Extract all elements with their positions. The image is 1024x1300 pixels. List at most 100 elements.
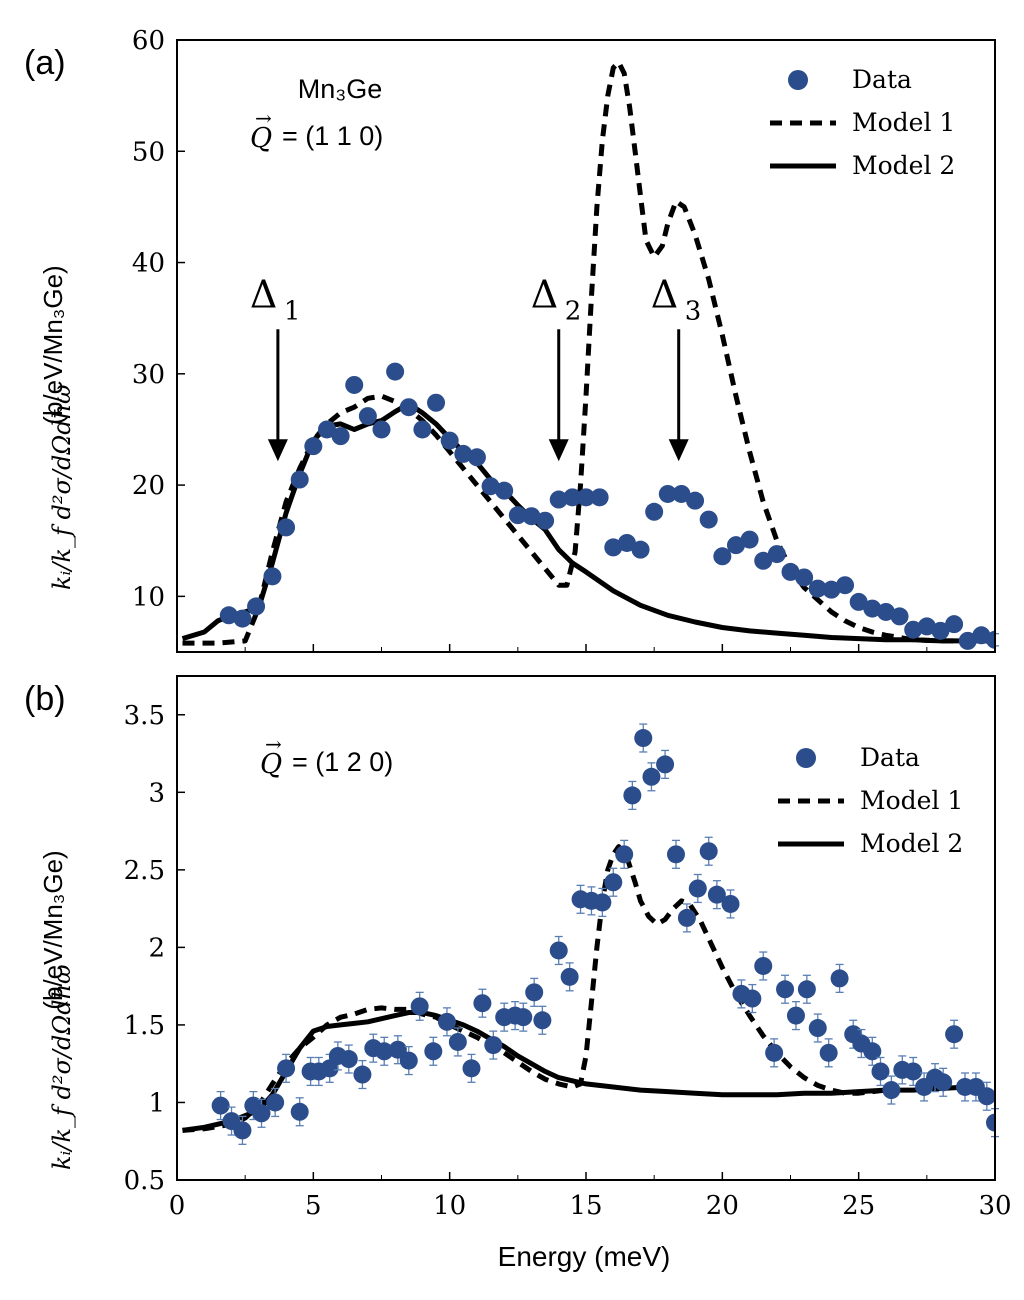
- panel-a-data-point: [331, 427, 350, 446]
- panel-a-data-point: [247, 597, 266, 616]
- panel-a-data-point: [345, 375, 364, 394]
- panel-b-data-point: [786, 1006, 805, 1025]
- panel-a-data-point: [754, 551, 773, 570]
- panel-a-data-point: [672, 484, 691, 503]
- legend-model-2-label: Model 2: [852, 151, 955, 180]
- panel-b-data-point: [743, 989, 762, 1008]
- legend-data-label: Data: [852, 65, 912, 94]
- panel-a-data-point: [219, 606, 238, 625]
- panel-b-data-point: [688, 879, 707, 898]
- panel-a-data-point: [290, 470, 309, 489]
- panel-a-q-symbol: Q: [250, 123, 272, 154]
- panel-b-y-tick-label: 2: [148, 933, 165, 963]
- legend-data-marker: [796, 748, 816, 768]
- panel-a-legend: Data Model 1 Model 2: [770, 65, 955, 180]
- panel-b-data-point: [388, 1040, 407, 1059]
- delta-3-subscript: 3: [685, 296, 702, 326]
- panel-a-frame: [176, 39, 996, 653]
- delta-3-arrow-head: [668, 439, 689, 462]
- panel-b-data-point: [863, 1042, 882, 1061]
- panel-a-data-point: [263, 567, 282, 586]
- panel-b-data-point: [353, 1065, 372, 1084]
- panel-a-data-point: [508, 506, 527, 525]
- panel-b-data-point: [290, 1102, 309, 1121]
- panel-a-compound: Mn₃Ge: [298, 74, 383, 104]
- panel-b-data-point: [765, 1043, 784, 1062]
- panel-b-data-point: [707, 885, 726, 904]
- panel-a-y-tick-label: 10: [132, 582, 165, 612]
- panel-b-data-point: [593, 893, 612, 912]
- panel-b-y-prefactor: kᵢ/k_f d²σ/dΩdħω: [48, 964, 76, 1170]
- panel-a-data-point: [890, 607, 909, 626]
- panel-b-data-point: [721, 894, 740, 913]
- panel-b-y-tick-label: 1.5: [124, 1011, 165, 1041]
- panel-b-y-prefactor-text: kᵢ/k_f d²σ/dΩdħω: [48, 964, 76, 1170]
- legend-data-label: Data: [860, 743, 920, 772]
- panel-a-data-point: [686, 491, 705, 510]
- delta-1-arrow-head: [267, 439, 288, 462]
- panel-b-data-point: [904, 1062, 923, 1081]
- panel-b-data-point: [484, 1036, 503, 1055]
- panel-a-data-point: [590, 488, 609, 507]
- panel-a-data-point: [945, 615, 964, 634]
- panel-a-data-point: [986, 630, 995, 649]
- panel-b-data-point: [797, 980, 816, 999]
- panel-b-data-point: [560, 967, 579, 986]
- panel-b-data-point: [525, 983, 544, 1002]
- panel-b-data-point: [934, 1073, 953, 1092]
- panel-a-data-point: [277, 518, 296, 537]
- panel-a-data-point: [413, 420, 432, 439]
- panel-b-data-point: [677, 908, 696, 927]
- panel-b-data-point: [830, 969, 849, 988]
- panel-b-label: (b): [24, 680, 66, 718]
- panel-a-data-point: [876, 602, 895, 621]
- panel-b-y-axis-label: (b/eV/Mn₃Ge) kᵢ/k_f d²σ/dΩdħω: [38, 850, 76, 1170]
- panel-a-data-point: [549, 490, 568, 509]
- panel-b-y-tick-label: 0.5: [124, 1166, 165, 1196]
- panel-a-data-point: [904, 620, 923, 639]
- panel-a-y-tick-label: 50: [132, 137, 165, 167]
- panel-a-data-point: [536, 511, 555, 530]
- panel-a-data-point: [631, 540, 650, 559]
- panel-a-data-point: [617, 533, 636, 552]
- x-tick-label: 10: [433, 1191, 466, 1221]
- panel-b-data-point: [699, 842, 718, 861]
- delta-3-label: Δ: [651, 272, 678, 316]
- panel-a-data-point: [304, 437, 323, 456]
- panel-b-data-point: [666, 845, 685, 864]
- panel-b-data-point: [776, 980, 795, 999]
- panel-b-data-point: [233, 1121, 252, 1140]
- panel-b-data-point: [642, 767, 661, 786]
- x-tick-label: 25: [842, 1191, 875, 1221]
- panel-b-q-annotation: Q → = (1 2 0): [260, 732, 393, 780]
- panel-a-data-point: [808, 579, 827, 598]
- panel-b-data-point: [339, 1050, 358, 1069]
- panel-b-model-1-line: [182, 844, 887, 1133]
- panel-a-y-tick-label: 60: [132, 26, 165, 56]
- delta-2-arrow-head: [548, 439, 569, 462]
- panel-a-data-point: [440, 431, 459, 450]
- panel-a-y-tick-label: 30: [132, 360, 165, 390]
- panel-b-y-unit: (b/eV/Mn₃Ge): [38, 850, 68, 1009]
- panel-b-frame: [176, 675, 996, 1181]
- panel-a-data-point: [467, 448, 486, 467]
- panel-a-data-point: [399, 398, 418, 417]
- panel-b-q-symbol: Q: [260, 749, 282, 780]
- legend-model-1-label: Model 1: [852, 108, 955, 137]
- panel-b-data-point: [977, 1087, 995, 1106]
- panel-a-data-point: [454, 444, 473, 463]
- panel-b-data-point: [754, 956, 773, 975]
- panel-a-data-point: [522, 507, 541, 526]
- delta-2-subscript: 2: [565, 296, 582, 326]
- panel-b-y-tick-label: 3.5: [124, 701, 165, 731]
- panel-a-model-1-line: [182, 59, 995, 646]
- panel-b-marks: 0 5 10 15 20 25 30 0.5 1 1.5 2 2.5 3 3.5: [124, 701, 1012, 1221]
- panel-a-data-point: [781, 562, 800, 581]
- panel-a-data-point: [427, 393, 446, 412]
- panel-a-y-tick-label: 40: [132, 249, 165, 279]
- panel-a-data-point: [972, 626, 991, 645]
- panel-b-data-point: [615, 845, 634, 864]
- x-tick-label: 0: [169, 1191, 186, 1221]
